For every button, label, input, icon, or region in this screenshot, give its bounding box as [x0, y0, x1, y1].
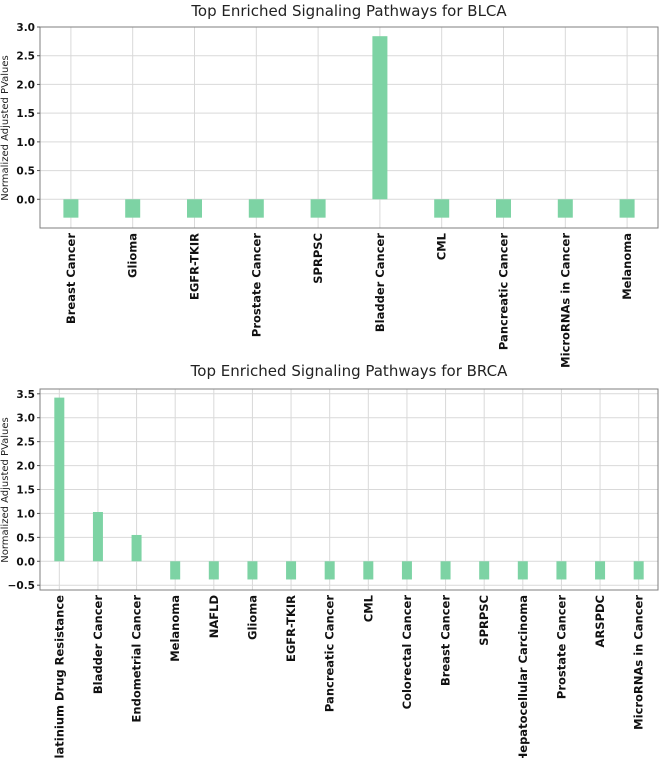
x-tick-label: ARSPDC — [593, 595, 607, 647]
bar-sprpsc — [310, 199, 326, 218]
chart-title: Top Enriched Signaling Pathways for BRCA — [190, 362, 508, 380]
x-tick-label: Colorectal Cancer — [400, 595, 414, 710]
y-tick-label: 3.5 — [16, 389, 35, 401]
y-tick-label: 2.5 — [16, 51, 35, 63]
x-tick-label: Melanoma — [168, 595, 182, 662]
bar-arspdc — [595, 561, 606, 580]
y-tick-label: 1.0 — [16, 137, 35, 149]
chart-title: Top Enriched Signaling Pathways for BLCA — [190, 2, 507, 20]
bar-micrornas-in-cancer — [557, 199, 573, 218]
y-tick-label: 0.0 — [16, 556, 35, 568]
bar-colorectal-cancer — [401, 561, 412, 580]
y-tick-label: 2.0 — [16, 461, 35, 473]
x-tick-label: MicroRNAs in Cancer — [632, 595, 646, 730]
bar-nafld — [208, 561, 219, 580]
x-tick-label: Glioma — [245, 595, 259, 640]
y-tick-label: 0.0 — [16, 194, 35, 206]
x-tick-label: Pancreatic Cancer — [497, 233, 511, 350]
x-tick-label: Bladder Cancer — [373, 233, 387, 332]
y-axis-label: Normalized Adjusted PValues — [0, 417, 11, 563]
bar-glioma — [247, 561, 258, 580]
x-tick-label: Breast Cancer — [64, 233, 78, 324]
y-tick-label: 1.5 — [16, 485, 35, 497]
y-tick-label: 0.5 — [16, 166, 35, 178]
plot-frame — [39, 26, 659, 229]
x-tick-label: Hepatocellular Carcinoma — [516, 595, 530, 758]
x-tick-label: Prostate Cancer — [249, 233, 263, 337]
bar-pancreatic-cancer — [496, 199, 511, 218]
x-tick-label: EGFR-TKIR — [188, 233, 202, 300]
bar-pancreatic-cancer — [324, 561, 335, 580]
bar-melanoma — [170, 561, 181, 580]
x-tick-label: CML — [435, 232, 449, 260]
bar-prostate-cancer — [556, 561, 567, 580]
chart-1: 0.0 0.5 1.0 1.5 2.0 2.5 3.0 Breast Cancer Glioma… — [0, 2, 659, 368]
bar-hepatocellular-carcinoma — [517, 561, 528, 580]
x-tick-label: Endometrial Cancer — [130, 595, 144, 723]
y-tick-label: 1.0 — [16, 508, 35, 520]
y-tick-label: 1.5 — [16, 108, 35, 120]
y-tick-label: 3.0 — [16, 22, 35, 34]
bar-breast-cancer — [440, 561, 451, 580]
bar-glioma — [125, 199, 141, 218]
x-tick-label: NAFLD — [207, 595, 221, 638]
bar-prostate-cancer — [248, 199, 264, 218]
x-tick-label: EGFR-TKIR — [284, 595, 298, 662]
y-tick-label: 3.0 — [16, 413, 35, 425]
bar-cml — [434, 199, 450, 218]
bar-sprpsc — [479, 561, 490, 580]
x-tick-label: SPRPSC — [477, 595, 491, 646]
x-tick-label: SPRPSC — [311, 233, 325, 284]
bar-egfr-tkir — [286, 561, 297, 580]
x-tick-label: Prostate Cancer — [554, 595, 568, 699]
bar-breast-cancer — [63, 199, 79, 218]
bar-egfr-tkir — [187, 199, 202, 218]
x-tick-label: Breast Cancer — [439, 595, 453, 686]
chart-2: −0.5 0.0 0.5 1.0 1.5 2.0 2.5 3.0 3.5 Platinium Dr… — [0, 362, 659, 758]
x-tick-label: Platinium Drug Resistance — [52, 595, 66, 758]
x-tick-label: Melanoma — [620, 233, 634, 300]
bar-bladder-cancer — [372, 36, 388, 200]
bar-cml — [363, 561, 374, 580]
y-tick-label: 2.0 — [16, 79, 35, 91]
x-tick-label: Bladder Cancer — [91, 595, 105, 694]
y-tick-label: −0.5 — [8, 580, 35, 592]
y-tick-label: 2.5 — [16, 437, 35, 449]
y-axis-label: Normalized Adjusted PValues — [0, 55, 11, 201]
x-tick-label: MicroRNAs in Cancer — [558, 233, 572, 368]
bar-endometrial-cancer — [131, 534, 142, 562]
bar-melanoma — [619, 199, 635, 218]
x-tick-label: Pancreatic Cancer — [323, 595, 337, 712]
y-tick-label: 0.5 — [16, 532, 35, 544]
bar-micrornas-in-cancer — [633, 561, 644, 580]
x-tick-label: CML — [361, 594, 375, 622]
x-tick-label: Glioma — [126, 233, 140, 278]
bar-platinium-drug-resistance — [54, 397, 65, 562]
bar-bladder-cancer — [92, 511, 103, 562]
